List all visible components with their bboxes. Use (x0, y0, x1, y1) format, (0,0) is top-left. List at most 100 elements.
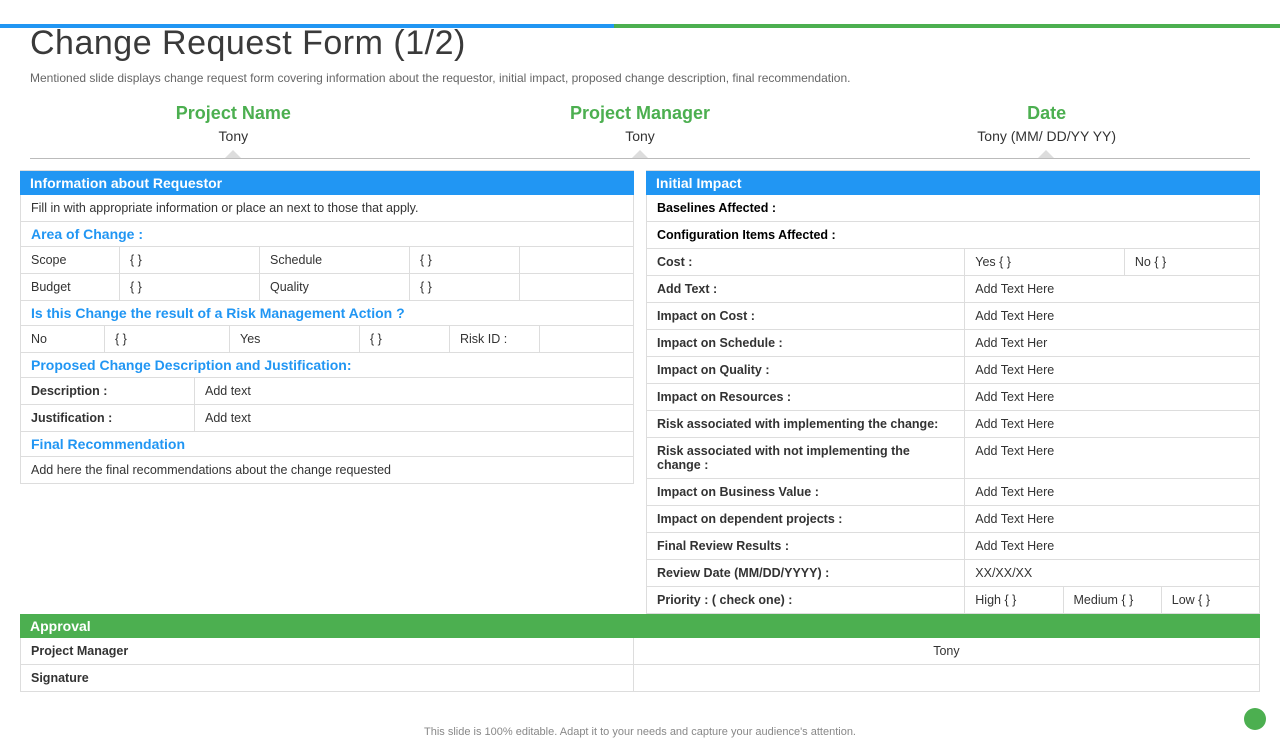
cell[interactable]: { } (360, 326, 450, 353)
cell-signature-label: Signature (20, 665, 634, 692)
cell-scope: Scope (20, 247, 120, 274)
info-text: Fill in with appropriate information or … (20, 195, 634, 222)
risk-header: Is this Change the result of a Risk Mana… (20, 301, 634, 326)
impact-row: Review Date (MM/DD/YYYY) :XX/XX/XX (646, 560, 1260, 587)
page-title: Change Request Form (1/2) (30, 24, 1280, 63)
desc-row: Description : Add text (20, 378, 634, 405)
approval-header: Approval (20, 614, 1260, 638)
cell-no: No (20, 326, 105, 353)
cell-pm-value: Tony (634, 638, 1260, 665)
impact-value[interactable]: Add Text Her (965, 330, 1260, 357)
impact-value[interactable]: Add Text Here (965, 384, 1260, 411)
meta-project-manager: Project Manager Tony (437, 103, 844, 144)
meta-connector (30, 150, 1250, 164)
cell-yes: Yes (230, 326, 360, 353)
impact-row: Risk associated with implementing the ch… (646, 411, 1260, 438)
impact-row: Add Text :Add Text Here (646, 276, 1260, 303)
meta-row: Project Name Tony Project Manager Tony D… (30, 103, 1250, 144)
impact-value[interactable]: Add Text Here (965, 303, 1260, 330)
cell[interactable]: { } (410, 274, 520, 301)
area-row: Budget { } Quality { } (20, 274, 634, 301)
final-text[interactable]: Add here the final recommendations about… (20, 457, 634, 484)
cell (520, 247, 634, 274)
cell-justification-value[interactable]: Add text (195, 405, 634, 432)
impact-value[interactable]: Add Text Here (965, 479, 1260, 506)
approval-section: Approval Project Manager Tony Signature (20, 614, 1260, 692)
impact-value[interactable]: Add Text Here (965, 357, 1260, 384)
cell-cost-yes[interactable]: Yes { } (965, 249, 1125, 276)
meta-date: Date Tony (MM/ DD/YY YY) (843, 103, 1250, 144)
cell-cost-label: Cost : (646, 249, 965, 276)
cell-priority-low[interactable]: Low { } (1162, 587, 1260, 614)
page-subtitle: Mentioned slide displays change request … (30, 71, 1280, 85)
impact-row: Risk associated with not implementing th… (646, 438, 1260, 479)
cell[interactable]: { } (120, 274, 260, 301)
cell-signature-value[interactable] (634, 665, 1260, 692)
impact-label: Impact on Business Value : (646, 479, 965, 506)
impact-label: Impact on dependent projects : (646, 506, 965, 533)
cell-priority-label: Priority : ( check one) : (646, 587, 965, 614)
cell-quality: Quality (260, 274, 410, 301)
impact-label: Impact on Schedule : (646, 330, 965, 357)
cell-pm-label: Project Manager (20, 638, 634, 665)
right-column: Initial Impact Baselines Affected : Conf… (646, 170, 1260, 614)
impact-label: Impact on Cost : (646, 303, 965, 330)
impact-label: Final Review Results : (646, 533, 965, 560)
meta-label: Date (843, 103, 1250, 124)
impact-row: Impact on Schedule :Add Text Her (646, 330, 1260, 357)
cell-description-label: Description : (20, 378, 195, 405)
impact-value[interactable]: Add Text Here (965, 276, 1260, 303)
impact-value[interactable]: Add Text Here (965, 438, 1260, 479)
desc-row: Justification : Add text (20, 405, 634, 432)
impact-value[interactable]: Add Text Here (965, 533, 1260, 560)
fab-icon[interactable] (1244, 708, 1266, 730)
cell-cost-no[interactable]: No { } (1125, 249, 1260, 276)
meta-label: Project Name (30, 103, 437, 124)
left-column: Information about Requestor Fill in with… (20, 170, 634, 614)
impact-label: Review Date (MM/DD/YYYY) : (646, 560, 965, 587)
meta-value: Tony (MM/ DD/YY YY) (843, 128, 1250, 144)
approval-row: Signature (20, 665, 1260, 692)
area-header: Area of Change : (20, 222, 634, 247)
impact-row: Impact on Business Value :Add Text Here (646, 479, 1260, 506)
area-row: Scope { } Schedule { } (20, 247, 634, 274)
cell[interactable]: { } (120, 247, 260, 274)
impact-label: Risk associated with not implementing th… (646, 438, 965, 479)
cell-risk-id: Risk ID : (450, 326, 540, 353)
cell-budget: Budget (20, 274, 120, 301)
impact-row: Final Review Results :Add Text Here (646, 533, 1260, 560)
cell-priority-high[interactable]: High { } (965, 587, 1063, 614)
cost-row: Cost : Yes { } No { } (646, 249, 1260, 276)
footer-note: This slide is 100% editable. Adapt it to… (0, 726, 1280, 738)
row-baselines: Baselines Affected : (646, 195, 1260, 222)
impact-row: Impact on Quality :Add Text Here (646, 357, 1260, 384)
impact-row: Impact on Resources :Add Text Here (646, 384, 1260, 411)
impact-label: Risk associated with implementing the ch… (646, 411, 965, 438)
top-accent-bar (0, 24, 1280, 28)
approval-row: Project Manager Tony (20, 638, 1260, 665)
impact-header: Initial Impact (646, 170, 1260, 195)
impact-value[interactable]: Add Text Here (965, 411, 1260, 438)
cell[interactable]: { } (410, 247, 520, 274)
meta-value: Tony (437, 128, 844, 144)
final-header: Final Recommendation (20, 432, 634, 457)
info-header: Information about Requestor (20, 170, 634, 195)
impact-value[interactable]: Add Text Here (965, 506, 1260, 533)
impact-label: Add Text : (646, 276, 965, 303)
cell-description-value[interactable]: Add text (195, 378, 634, 405)
cell-priority-medium[interactable]: Medium { } (1064, 587, 1162, 614)
impact-value[interactable]: XX/XX/XX (965, 560, 1260, 587)
meta-value: Tony (30, 128, 437, 144)
cell-schedule: Schedule (260, 247, 410, 274)
cell-justification-label: Justification : (20, 405, 195, 432)
priority-row: Priority : ( check one) : High { } Mediu… (646, 587, 1260, 614)
cell[interactable]: { } (105, 326, 230, 353)
risk-row: No { } Yes { } Risk ID : (20, 326, 634, 353)
cell[interactable] (540, 326, 634, 353)
impact-label: Impact on Resources : (646, 384, 965, 411)
cell (520, 274, 634, 301)
meta-label: Project Manager (437, 103, 844, 124)
impact-row: Impact on dependent projects :Add Text H… (646, 506, 1260, 533)
proposed-header: Proposed Change Description and Justific… (20, 353, 634, 378)
impact-label: Impact on Quality : (646, 357, 965, 384)
